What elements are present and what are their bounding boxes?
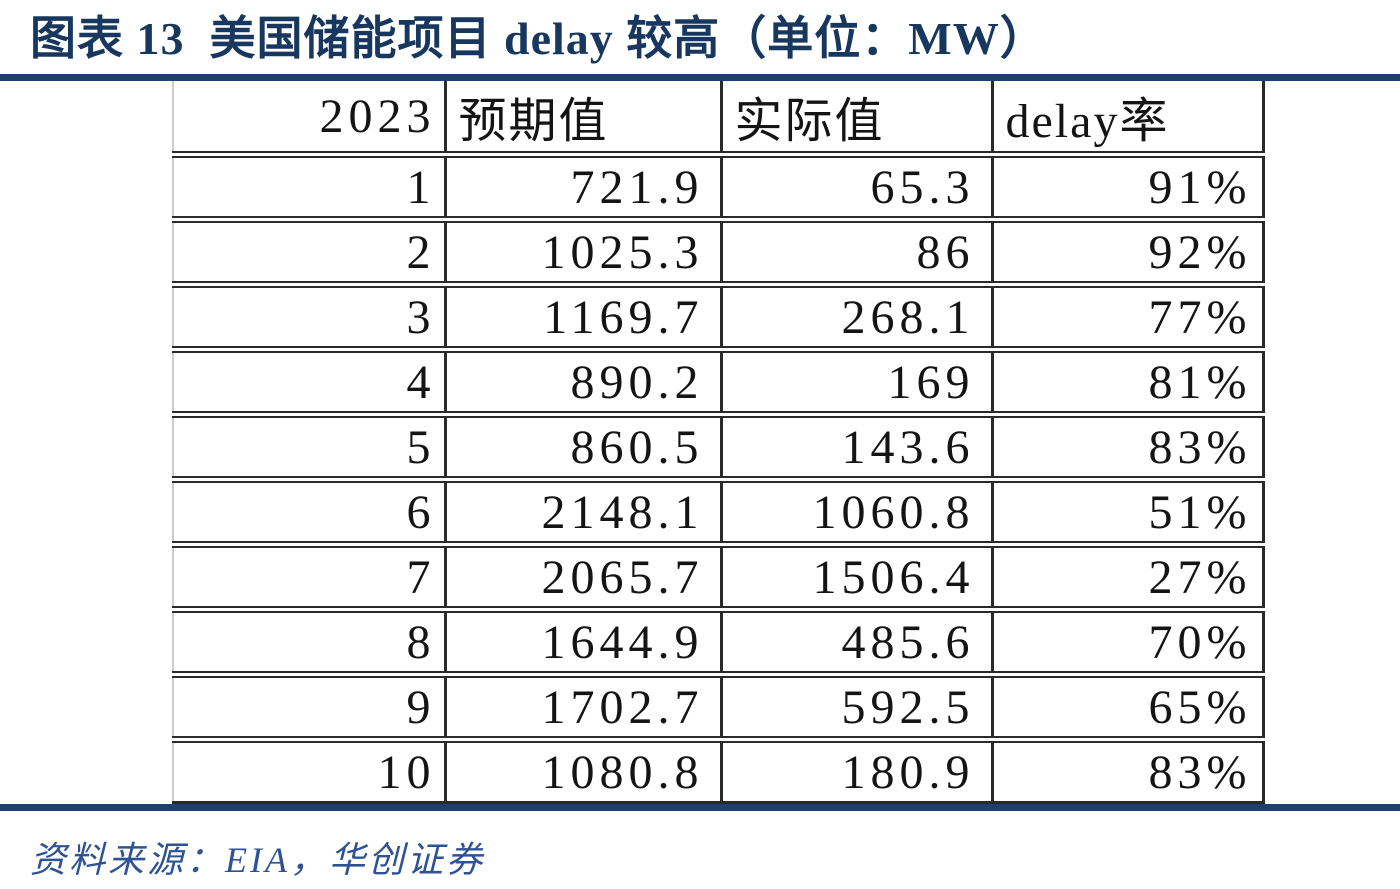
top-divider-rule [0, 74, 1400, 81]
actual-value-cell: 268.1 [719, 281, 992, 350]
source-note: 资料来源：EIA，华创证券 [30, 840, 485, 880]
delay-rate-cell: 91% [990, 151, 1265, 220]
expected-value-cell: 1702.7 [443, 671, 721, 740]
actual-value-cell: 1060.8 [719, 476, 992, 545]
delay-rate-cell: 83% [990, 411, 1265, 480]
table-row: 10 1080.8 180.9 83% [172, 736, 1265, 804]
actual-value-cell: 592.5 [719, 671, 992, 740]
delay-rate-cell: 51% [990, 476, 1265, 545]
delay-rate-cell: 77% [990, 281, 1265, 350]
expected-value-cell: 890.2 [443, 346, 721, 415]
column-header-actual-value: 实际值 [719, 81, 992, 155]
expected-value-cell: 1080.8 [443, 736, 721, 804]
month-cell: 4 [172, 346, 445, 415]
delay-rate-cell: 83% [990, 736, 1265, 804]
delay-rate-cell: 92% [990, 216, 1265, 285]
expected-value-cell: 1025.3 [443, 216, 721, 285]
expected-value-cell: 721.9 [443, 151, 721, 220]
actual-value-cell: 169 [719, 346, 992, 415]
month-cell: 7 [172, 541, 445, 610]
column-header-delay-rate: delay率 [990, 81, 1265, 155]
column-header-expected-value: 预期值 [443, 81, 721, 155]
actual-value-cell: 485.6 [719, 606, 992, 675]
month-cell: 2 [172, 216, 445, 285]
delay-rate-cell: 27% [990, 541, 1265, 610]
actual-value-cell: 180.9 [719, 736, 992, 804]
actual-value-cell: 143.6 [719, 411, 992, 480]
month-cell: 10 [172, 736, 445, 804]
data-table: 2023 预期值 实际值 delay率 1 721.9 65.3 91% 2 1025.3… [172, 81, 1265, 804]
month-cell: 3 [172, 281, 445, 350]
table-row: 2 1025.3 86 92% [172, 216, 1265, 285]
figure-title: 图表 13 美国储能项目 delay 较高（单位：MW） [30, 13, 1047, 64]
delay-rate-cell: 70% [990, 606, 1265, 675]
delay-rate-cell: 65% [990, 671, 1265, 740]
table-row: 3 1169.7 268.1 77% [172, 281, 1265, 350]
column-header-year-2023: 2023 [172, 81, 445, 155]
table-row: 5 860.5 143.6 83% [172, 411, 1265, 480]
table-row: 6 2148.1 1060.8 51% [172, 476, 1265, 545]
bottom-divider-rule [0, 804, 1400, 811]
table-row: 9 1702.7 592.5 65% [172, 671, 1265, 740]
month-cell: 8 [172, 606, 445, 675]
actual-value-cell: 65.3 [719, 151, 992, 220]
expected-value-cell: 860.5 [443, 411, 721, 480]
table-row: 4 890.2 169 81% [172, 346, 1265, 415]
actual-value-cell: 1506.4 [719, 541, 992, 610]
expected-value-cell: 2148.1 [443, 476, 721, 545]
month-cell: 1 [172, 151, 445, 220]
delay-rate-cell: 81% [990, 346, 1265, 415]
table-header-row: 2023 预期值 实际值 delay率 [172, 81, 1265, 155]
month-cell: 9 [172, 671, 445, 740]
month-cell: 6 [172, 476, 445, 545]
table-row: 1 721.9 65.3 91% [172, 151, 1265, 220]
table-row: 7 2065.7 1506.4 27% [172, 541, 1265, 610]
table-row: 8 1644.9 485.6 70% [172, 606, 1265, 675]
expected-value-cell: 2065.7 [443, 541, 721, 610]
month-cell: 5 [172, 411, 445, 480]
expected-value-cell: 1169.7 [443, 281, 721, 350]
expected-value-cell: 1644.9 [443, 606, 721, 675]
actual-value-cell: 86 [719, 216, 992, 285]
